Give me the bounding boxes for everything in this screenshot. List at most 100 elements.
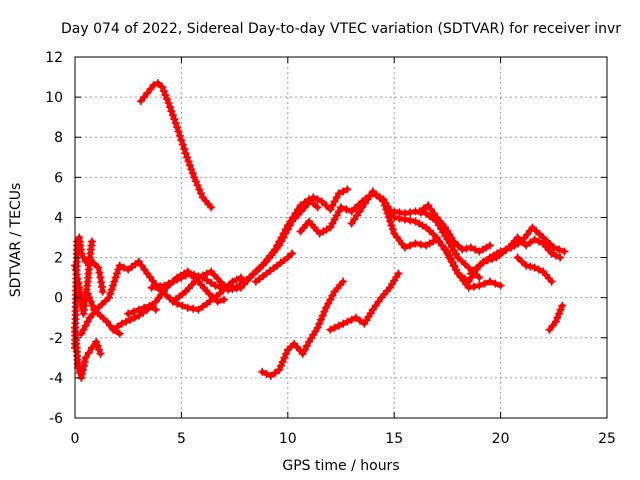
data-point-marker <box>81 353 90 362</box>
data-point-marker <box>450 262 459 271</box>
data-point-marker <box>266 371 275 380</box>
data-point-marker <box>320 307 329 316</box>
y-tick-label: -6 <box>49 411 63 427</box>
data-point-marker <box>549 243 558 252</box>
data-point-marker <box>105 293 114 302</box>
y-axis-label: SDTVAR / TECUs <box>8 183 24 298</box>
series-arc-17 <box>415 201 494 256</box>
data-point-marker <box>79 365 88 374</box>
data-point-marker <box>140 93 149 102</box>
data-point-marker <box>113 269 122 278</box>
data-point-marker <box>202 276 211 285</box>
data-point-marker <box>275 237 284 246</box>
data-point-marker <box>72 270 81 279</box>
y-tick-label: 4 <box>54 210 63 226</box>
data-point-marker <box>534 237 543 246</box>
plot-frame <box>74 56 608 419</box>
data-point-marker <box>110 277 119 286</box>
data-point-marker <box>352 211 361 220</box>
data-point-marker <box>530 235 539 244</box>
data-point-marker <box>149 81 158 90</box>
data-point-marker <box>471 245 480 254</box>
data-point-marker <box>475 281 484 290</box>
data-point-marker <box>416 240 425 249</box>
x-tick-label: 5 <box>177 431 186 447</box>
data-point-marker <box>140 303 149 312</box>
y-tick-label: 12 <box>45 50 63 66</box>
data-point-marker <box>406 241 415 250</box>
data-point-marker <box>180 144 189 153</box>
data-point-marker <box>168 111 177 120</box>
data-point-marker <box>140 265 149 274</box>
data-point-marker <box>553 313 562 322</box>
data-point-marker <box>276 361 285 370</box>
data-point-marker <box>411 239 420 248</box>
data-point-marker <box>71 265 80 274</box>
data-point-marker <box>318 311 327 320</box>
data-point-marker <box>190 173 199 182</box>
series-arc-10 <box>168 195 322 306</box>
data-point-marker <box>406 216 415 225</box>
data-point-marker <box>517 257 526 266</box>
data-point-marker <box>326 205 335 214</box>
data-point-marker <box>181 271 190 280</box>
data-point-marker <box>80 357 89 366</box>
data-point-marker <box>196 189 205 198</box>
data-point-marker <box>446 254 455 263</box>
data-point-marker <box>163 95 172 104</box>
data-point-marker <box>78 369 87 378</box>
data-point-marker <box>464 283 473 292</box>
data-point-marker <box>115 329 124 338</box>
data-point-marker <box>313 323 322 332</box>
data-point-marker <box>158 83 167 92</box>
data-point-marker <box>332 193 341 202</box>
data-point-marker <box>382 205 391 214</box>
data-point-marker <box>174 127 183 136</box>
data-point-marker <box>309 199 318 208</box>
data-point-marker <box>164 99 173 108</box>
y-tick-label: -4 <box>49 371 63 387</box>
data-point-marker <box>279 229 288 238</box>
data-point-marker <box>513 253 522 262</box>
data-point-marker <box>351 313 360 322</box>
data-point-marker <box>262 369 271 378</box>
data-point-marker <box>170 115 179 124</box>
data-point-marker <box>271 368 280 377</box>
data-point-marker <box>556 253 565 262</box>
data-point-marker <box>77 329 86 338</box>
data-point-marker <box>394 269 403 278</box>
data-point-marker <box>86 297 95 306</box>
data-point-marker <box>283 253 292 262</box>
data-point-marker <box>94 263 103 272</box>
data-point-marker <box>74 363 83 372</box>
data-point-marker <box>556 305 565 314</box>
data-point-marker <box>107 285 116 294</box>
data-point-marker <box>485 241 494 250</box>
data-point-marker <box>445 251 454 260</box>
data-point-marker <box>334 207 343 216</box>
data-point-marker <box>194 273 203 282</box>
data-point-marker <box>273 241 282 250</box>
data-point-marker <box>388 225 397 234</box>
data-point-marker <box>555 309 564 318</box>
data-point-marker <box>337 203 345 212</box>
data-point-marker <box>291 209 300 218</box>
data-point-marker <box>88 343 97 352</box>
data-point-marker <box>485 277 494 286</box>
data-point-marker <box>219 295 228 304</box>
data-point-marker <box>102 317 111 326</box>
data-point-marker <box>330 215 339 224</box>
data-point-marker <box>129 307 138 316</box>
data-point-marker <box>79 361 88 370</box>
data-point-marker <box>496 281 505 290</box>
data-point-marker <box>454 241 463 250</box>
data-point-marker <box>83 317 92 326</box>
data-point-marker <box>74 279 83 288</box>
data-point-marker <box>283 221 292 230</box>
data-point-marker <box>117 319 126 328</box>
y-tick-label: 6 <box>54 170 63 186</box>
data-point-marker <box>79 325 88 334</box>
data-point-marker <box>300 198 309 207</box>
data-point-marker <box>185 161 194 170</box>
data-point-marker <box>183 303 192 312</box>
